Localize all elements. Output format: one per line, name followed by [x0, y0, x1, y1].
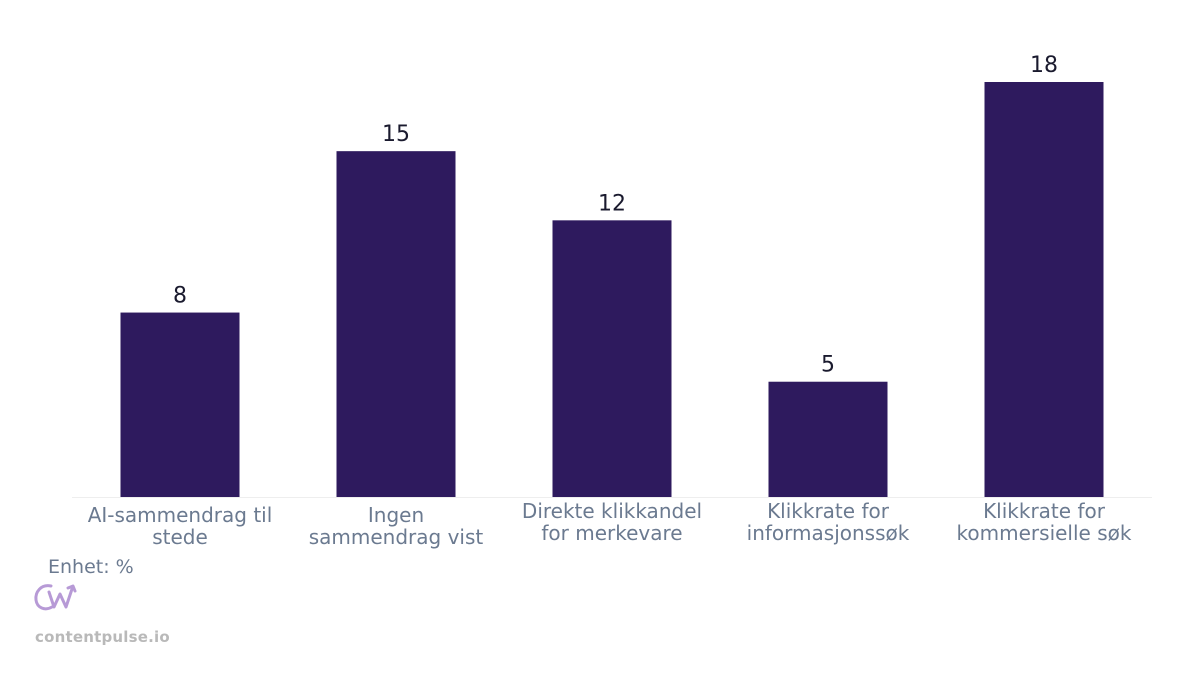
bar-5 — [984, 82, 1104, 497]
bar-1 — [120, 312, 240, 497]
bar-3 — [552, 220, 672, 498]
x-tick-label-2: Ingen sammendrag vist — [309, 503, 484, 549]
data-label-2: 15 — [382, 122, 410, 147]
bar-2 — [336, 151, 456, 497]
bar-4 — [768, 381, 888, 497]
data-label-4: 5 — [821, 353, 835, 378]
brand-url: contentpulse.io — [35, 628, 170, 646]
x-tick-label-4: Klikkrate for informasjonssøk — [747, 499, 910, 545]
x-tick-label-1: AI-sammendrag til stede — [88, 503, 273, 549]
x-tick-label-5: Klikkrate for kommersielle søk — [957, 499, 1132, 545]
unit-note: Enhet: % — [48, 556, 134, 578]
data-label-5: 18 — [1030, 53, 1058, 78]
data-label-1: 8 — [173, 284, 187, 309]
brand-logo-icon — [34, 584, 77, 611]
x-tick-label-3: Direkte klikkandel for merkevare — [522, 499, 702, 545]
data-label-3: 12 — [598, 191, 626, 216]
